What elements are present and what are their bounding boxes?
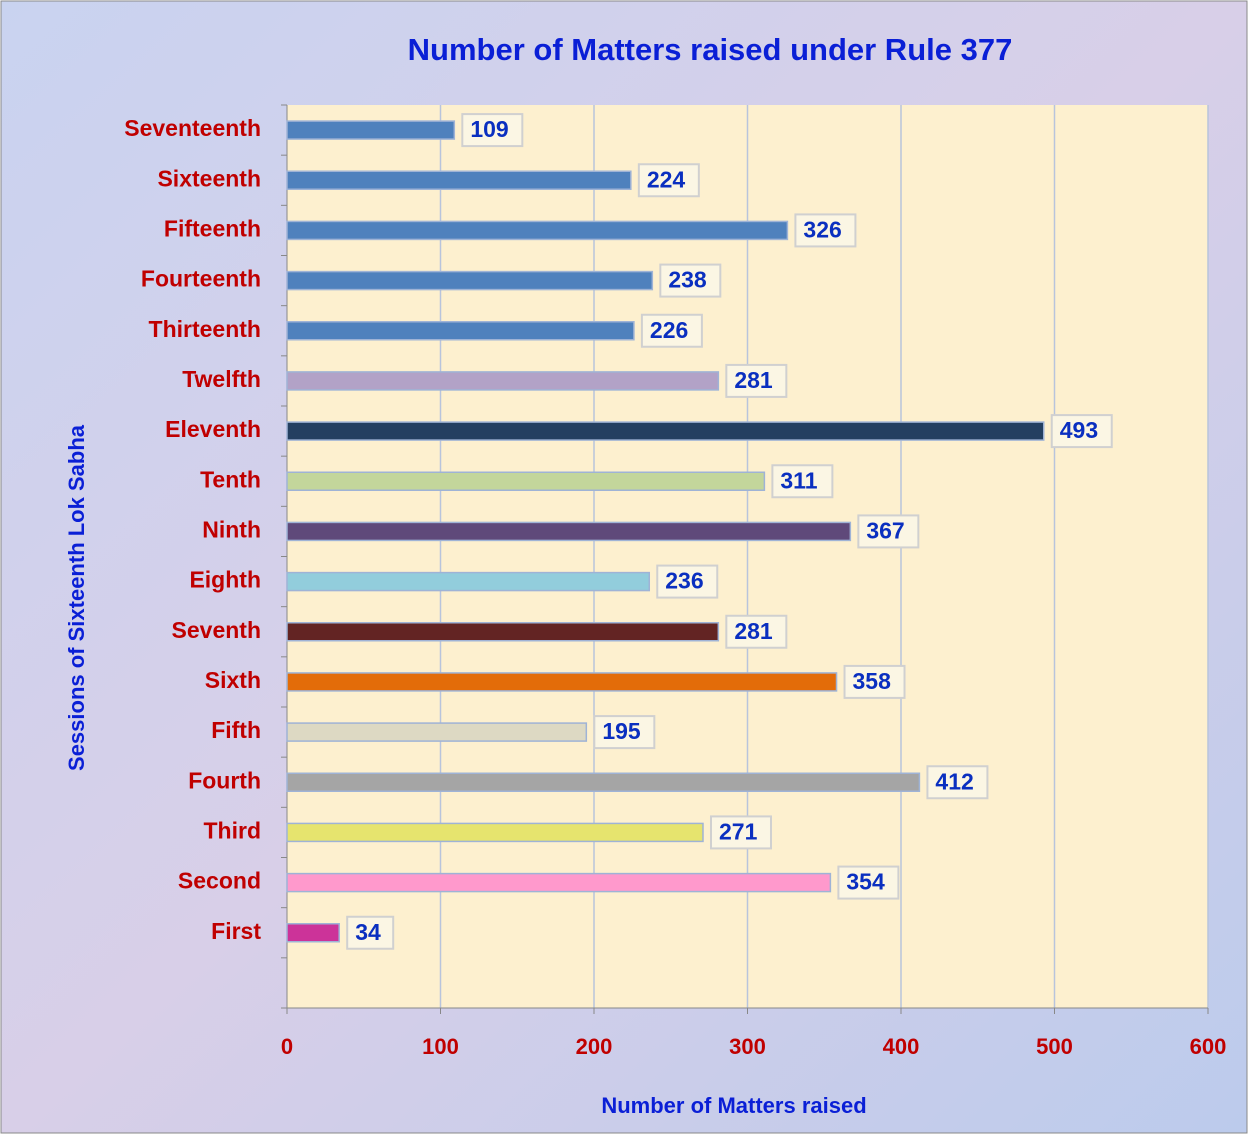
value-label: 354 — [846, 869, 885, 895]
x-tick-label: 400 — [883, 1034, 920, 1059]
bar — [286, 571, 651, 592]
bar — [286, 421, 1045, 441]
y-tick-label: First — [211, 918, 261, 944]
bar — [286, 371, 720, 391]
x-tick-label: 600 — [1190, 1034, 1227, 1059]
value-label: 34 — [355, 919, 381, 945]
value-label-box — [771, 464, 834, 499]
y-tick-label: Seventeenth — [124, 115, 261, 141]
value-label-box — [1050, 414, 1113, 449]
bar — [286, 321, 635, 341]
value-label: 412 — [935, 768, 973, 794]
y-tick-label: Third — [204, 817, 262, 843]
y-tick-label: Twelfth — [182, 366, 261, 392]
bar — [286, 120, 456, 140]
value-label-box — [794, 213, 857, 248]
y-tick-label: Thirteenth — [149, 316, 261, 342]
y-axis-title: Sessions of Sixteenth Lok Sabha — [64, 424, 89, 771]
bar — [286, 772, 921, 792]
value-label: 195 — [602, 718, 641, 744]
y-tick-label: Eighth — [189, 567, 261, 593]
value-label-box — [725, 614, 788, 649]
value-label: 358 — [853, 668, 892, 694]
value-label-box — [725, 363, 788, 398]
bar — [286, 872, 832, 893]
value-label-box — [637, 163, 700, 198]
value-label-box — [593, 715, 656, 750]
x-tick-label: 100 — [422, 1034, 459, 1059]
y-tick-label: Sixteenth — [157, 165, 261, 191]
x-tick-label: 200 — [576, 1034, 613, 1059]
y-tick-label: Fourteenth — [141, 266, 261, 292]
x-tick-label: 500 — [1036, 1034, 1073, 1059]
y-tick-label: Fifteenth — [164, 215, 261, 241]
x-tick-label: 300 — [729, 1034, 766, 1059]
value-label-box — [640, 313, 703, 348]
value-label-box — [926, 765, 989, 800]
bar — [286, 471, 766, 491]
bar — [286, 270, 654, 291]
value-label: 271 — [719, 818, 758, 844]
y-tick-label: Seventh — [172, 617, 261, 643]
value-label: 281 — [734, 367, 773, 393]
value-label: 238 — [668, 267, 707, 293]
value-label: 281 — [734, 618, 773, 644]
value-label-box — [843, 664, 906, 699]
value-label-box — [346, 915, 395, 950]
value-label: 493 — [1060, 417, 1098, 443]
value-label: 326 — [803, 216, 841, 242]
bar — [286, 722, 588, 742]
y-tick-label: Fifth — [211, 717, 261, 743]
value-label-box — [837, 865, 900, 900]
value-label: 311 — [780, 467, 817, 493]
y-tick-label: Sixth — [205, 667, 261, 693]
x-axis-title: Number of Matters raised — [601, 1093, 866, 1118]
value-label-box — [461, 113, 524, 148]
bar — [286, 220, 789, 241]
value-label-box — [659, 263, 722, 298]
value-label: 224 — [647, 166, 686, 192]
y-tick-label: Ninth — [202, 516, 261, 542]
y-tick-label: Eleventh — [165, 416, 261, 442]
bar — [286, 822, 704, 843]
value-label: 226 — [650, 317, 688, 343]
bar — [286, 672, 838, 692]
bar — [286, 923, 340, 943]
y-tick-label: Tenth — [200, 466, 261, 492]
y-tick-label: Fourth — [188, 767, 261, 793]
value-label-box — [857, 514, 920, 549]
bar — [286, 170, 632, 190]
bar — [286, 622, 720, 642]
value-label-box — [656, 564, 719, 599]
bar — [286, 521, 852, 542]
value-label-box — [709, 815, 772, 850]
value-label: 236 — [665, 568, 703, 594]
value-label: 367 — [866, 517, 904, 543]
x-tick-label: 0 — [281, 1034, 293, 1059]
value-label: 109 — [470, 116, 508, 142]
y-tick-label: Second — [178, 868, 261, 894]
chart-title: Number of Matters raised under Rule 377 — [408, 32, 1013, 67]
